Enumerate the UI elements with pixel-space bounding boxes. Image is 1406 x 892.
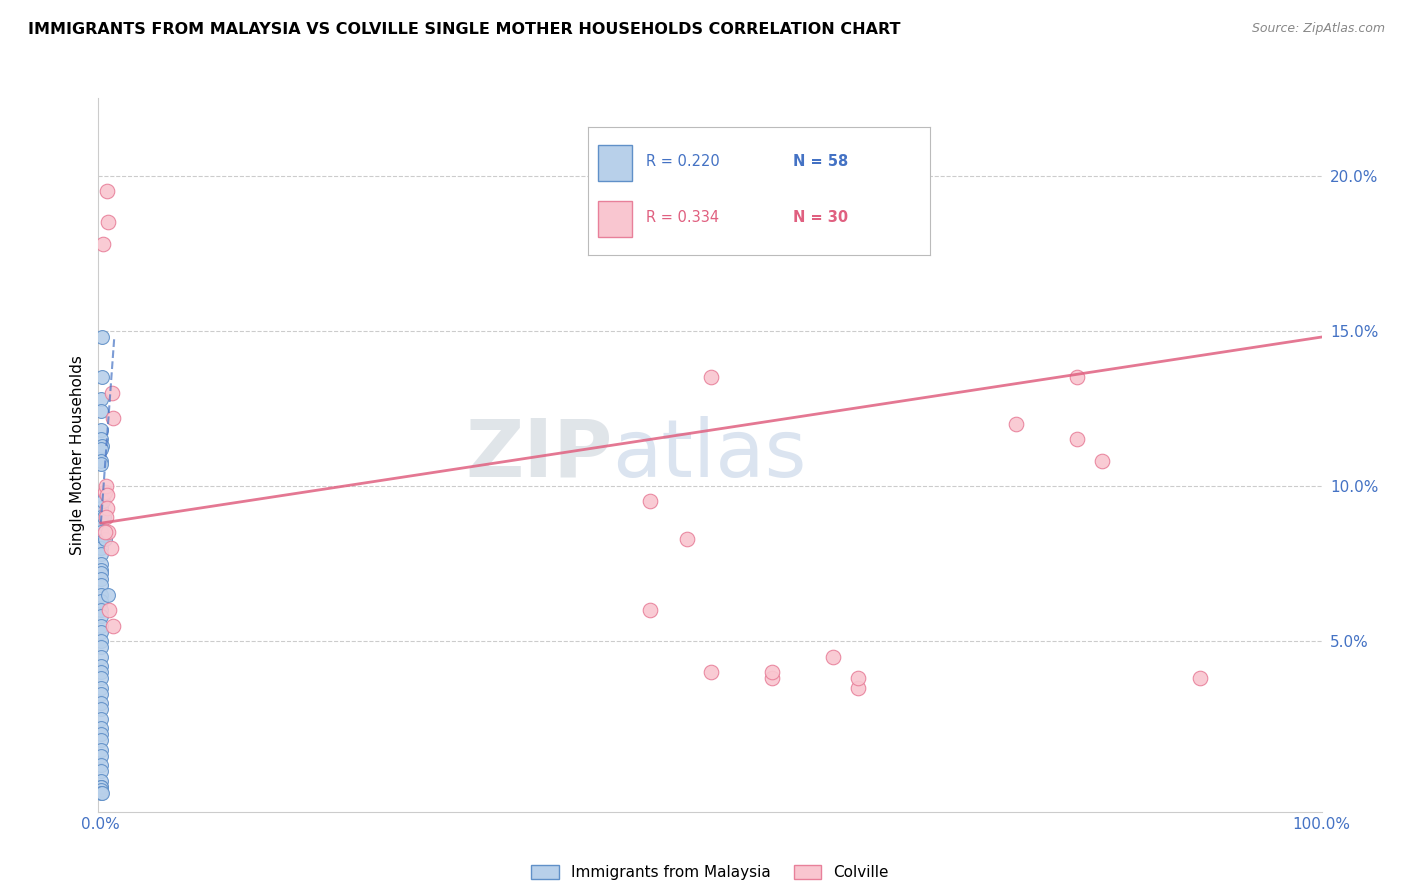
Point (700, 665, 723, 679)
Point (90, 433, 112, 447)
Point (90, 665, 112, 679)
Point (93, 485, 115, 500)
Point (1188, 671, 1211, 685)
Point (97, 588, 120, 602)
Point (90, 727, 112, 741)
Point (90, 671, 112, 685)
Point (90, 534, 112, 549)
Point (96, 488, 118, 502)
Point (90, 783, 112, 797)
Point (638, 603, 661, 617)
Point (90, 588, 112, 602)
Point (1091, 454, 1114, 468)
Point (90, 454, 112, 468)
Point (676, 532, 699, 546)
Point (90, 593, 112, 607)
Point (90, 681, 112, 695)
Point (91, 494, 114, 508)
Point (90, 423, 112, 437)
Text: Source: ZipAtlas.com: Source: ZipAtlas.com (1251, 22, 1385, 36)
Point (90, 640, 112, 655)
Point (90, 457, 112, 471)
Point (90, 721, 112, 735)
Point (90, 780, 112, 794)
Point (90, 510, 112, 524)
Point (90, 634, 112, 648)
Text: ZIP: ZIP (465, 416, 612, 494)
Point (94, 479, 117, 493)
Point (100, 541, 122, 555)
Point (101, 410, 124, 425)
Y-axis label: Single Mother Households: Single Mother Households (69, 355, 84, 555)
Point (90, 649, 112, 664)
Point (93, 532, 115, 546)
Point (90, 702, 112, 716)
Point (846, 681, 869, 695)
Point (90, 578, 112, 592)
Point (90, 624, 112, 639)
Text: IMMIGRANTS FROM MALAYSIA VS COLVILLE SINGLE MOTHER HOUSEHOLDS CORRELATION CHART: IMMIGRANTS FROM MALAYSIA VS COLVILLE SIN… (28, 22, 901, 37)
Point (90, 572, 112, 586)
Point (761, 665, 783, 679)
Point (1005, 417, 1028, 431)
Point (93, 510, 115, 524)
Point (90, 566, 112, 580)
Point (846, 671, 869, 685)
Point (90, 780, 112, 794)
Point (90, 696, 112, 710)
Point (638, 494, 661, 508)
Point (96, 500, 118, 515)
Point (90, 603, 112, 617)
Point (90, 786, 112, 800)
Point (90, 534, 112, 549)
Point (90, 442, 112, 456)
Point (90, 557, 112, 571)
Point (90, 439, 112, 453)
Legend: Immigrants from Malaysia, Colville: Immigrants from Malaysia, Colville (524, 858, 896, 886)
Point (700, 370, 723, 384)
Point (90, 525, 112, 540)
Point (98, 603, 121, 617)
Point (90, 541, 112, 555)
Point (90, 659, 112, 673)
Point (90, 547, 112, 561)
Point (90, 494, 112, 508)
Point (90, 764, 112, 779)
Point (97, 215, 120, 229)
Point (101, 618, 124, 632)
Point (91, 370, 114, 384)
Point (1066, 433, 1088, 447)
Point (90, 563, 112, 577)
Point (96, 184, 118, 198)
Point (90, 773, 112, 788)
Point (90, 330, 112, 344)
Point (90, 742, 112, 756)
Point (97, 525, 120, 540)
Point (761, 671, 783, 685)
Point (93, 525, 115, 540)
Point (90, 758, 112, 772)
Point (90, 733, 112, 747)
Point (90, 392, 112, 406)
Point (101, 385, 124, 400)
Point (94, 510, 117, 524)
Point (1066, 370, 1088, 384)
Point (823, 649, 845, 664)
Point (90, 712, 112, 726)
Point (90, 748, 112, 763)
Text: atlas: atlas (612, 416, 807, 494)
Point (90, 618, 112, 632)
Point (90, 786, 112, 800)
Point (90, 516, 112, 531)
Point (90, 687, 112, 701)
Point (90, 500, 112, 515)
Point (90, 609, 112, 624)
Point (91, 236, 114, 251)
Point (90, 404, 112, 418)
